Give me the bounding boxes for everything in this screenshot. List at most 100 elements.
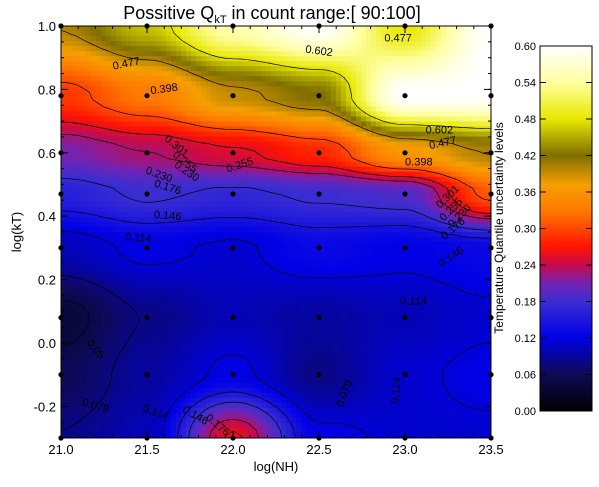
- heatmap-cell: [356, 312, 362, 319]
- heatmap-cell: [331, 26, 337, 32]
- heatmap-cell: [216, 211, 222, 218]
- heatmap-cell: [456, 186, 462, 193]
- heatmap-cell: [66, 76, 72, 82]
- heatmap-cell: [401, 267, 407, 273]
- heatmap-cell: [421, 156, 427, 163]
- heatmap-cell: [156, 131, 162, 138]
- heatmap-cell: [296, 242, 302, 248]
- heatmap-cell: [396, 307, 402, 313]
- heatmap-cell: [281, 257, 287, 263]
- heatmap-cell: [421, 196, 427, 203]
- heatmap-cell: [471, 111, 477, 118]
- heatmap-cell: [81, 111, 87, 118]
- heatmap-cell: [421, 66, 427, 72]
- heatmap-cell: [391, 101, 397, 107]
- heatmap-cell: [221, 151, 227, 158]
- heatmap-cell: [271, 51, 277, 57]
- heatmap-cell: [476, 131, 482, 138]
- heatmap-cell: [301, 86, 307, 92]
- heatmap-cell: [346, 282, 352, 288]
- heatmap-cell: [231, 71, 237, 77]
- heatmap-cell: [196, 86, 202, 92]
- heatmap-cell: [421, 151, 427, 158]
- heatmap-cell: [471, 282, 477, 288]
- heatmap-cell: [161, 312, 167, 319]
- heatmap-cell: [321, 292, 327, 298]
- heatmap-cell: [461, 186, 467, 193]
- heatmap-cell: [121, 91, 127, 97]
- heatmap-cell: [246, 26, 252, 32]
- heatmap-cell: [401, 141, 407, 148]
- heatmap-cell: [241, 196, 247, 203]
- heatmap-cell: [481, 31, 487, 37]
- heatmap-cell: [356, 176, 362, 183]
- heatmap-cell: [116, 136, 122, 143]
- heatmap-cell: [366, 196, 372, 203]
- heatmap-cell: [181, 216, 187, 223]
- heatmap-cell: [196, 66, 202, 72]
- heatmap-cell: [396, 96, 402, 102]
- heatmap-cell: [336, 131, 342, 138]
- heatmap-cell: [481, 292, 487, 298]
- heatmap-cell: [396, 111, 402, 118]
- heatmap-cell: [191, 66, 197, 72]
- heatmap-cell: [131, 41, 137, 47]
- heatmap-cell: [456, 96, 462, 102]
- heatmap-cell: [456, 242, 462, 248]
- heatmap-cell: [281, 196, 287, 203]
- heatmap-cell: [431, 196, 437, 203]
- heatmap-cell: [61, 51, 67, 57]
- heatmap-cell: [161, 91, 167, 97]
- heatmap-cell: [401, 201, 407, 208]
- heatmap-cell: [296, 71, 302, 77]
- heatmap-cell: [296, 96, 302, 102]
- heatmap-cell: [411, 156, 417, 163]
- heatmap-cell: [206, 166, 212, 173]
- heatmap-cell: [241, 166, 247, 173]
- heatmap-cell: [71, 101, 77, 107]
- heatmap-cell: [166, 106, 172, 113]
- heatmap-cell: [186, 166, 192, 173]
- heatmap-cell: [431, 36, 437, 42]
- heatmap-cell: [151, 61, 157, 67]
- heatmap-cell: [201, 307, 207, 313]
- heatmap-cell: [321, 237, 327, 243]
- heatmap-cell: [61, 81, 67, 87]
- heatmap-cell: [141, 242, 147, 248]
- heatmap-cell: [91, 181, 97, 188]
- heatmap-cell: [226, 312, 232, 319]
- heatmap-cell: [441, 302, 447, 308]
- heatmap-cell: [361, 262, 367, 268]
- heatmap-cell: [71, 151, 77, 158]
- heatmap-cell: [351, 106, 357, 113]
- heatmap-cell: [116, 106, 122, 113]
- heatmap-cell: [426, 91, 432, 97]
- heatmap-cell: [271, 237, 277, 243]
- heatmap-cell: [386, 151, 392, 158]
- heatmap-cell: [416, 262, 422, 268]
- heatmap-cell: [106, 237, 112, 243]
- heatmap-cell: [96, 267, 102, 273]
- heatmap-cell: [431, 262, 437, 268]
- heatmap-cell: [441, 201, 447, 208]
- heatmap-cell: [326, 36, 332, 42]
- heatmap-cell: [61, 46, 67, 52]
- heatmap-cell: [406, 146, 412, 153]
- heatmap-cell: [226, 247, 232, 253]
- heatmap-cell: [71, 317, 77, 324]
- heatmap-cell: [391, 206, 397, 213]
- heatmap-cell: [206, 151, 212, 158]
- heatmap-cell: [296, 41, 302, 47]
- heatmap-cell: [446, 81, 452, 87]
- heatmap-cell: [166, 297, 172, 303]
- heatmap-cell: [151, 161, 157, 168]
- heatmap-cell: [121, 101, 127, 107]
- heatmap-cell: [301, 216, 307, 223]
- heatmap-cell: [216, 206, 222, 213]
- heatmap-cell: [171, 302, 177, 308]
- heatmap-cell: [206, 292, 212, 298]
- heatmap-cell: [446, 211, 452, 218]
- heatmap-cell: [456, 211, 462, 218]
- heatmap-cell: [276, 91, 282, 97]
- heatmap-cell: [121, 216, 127, 223]
